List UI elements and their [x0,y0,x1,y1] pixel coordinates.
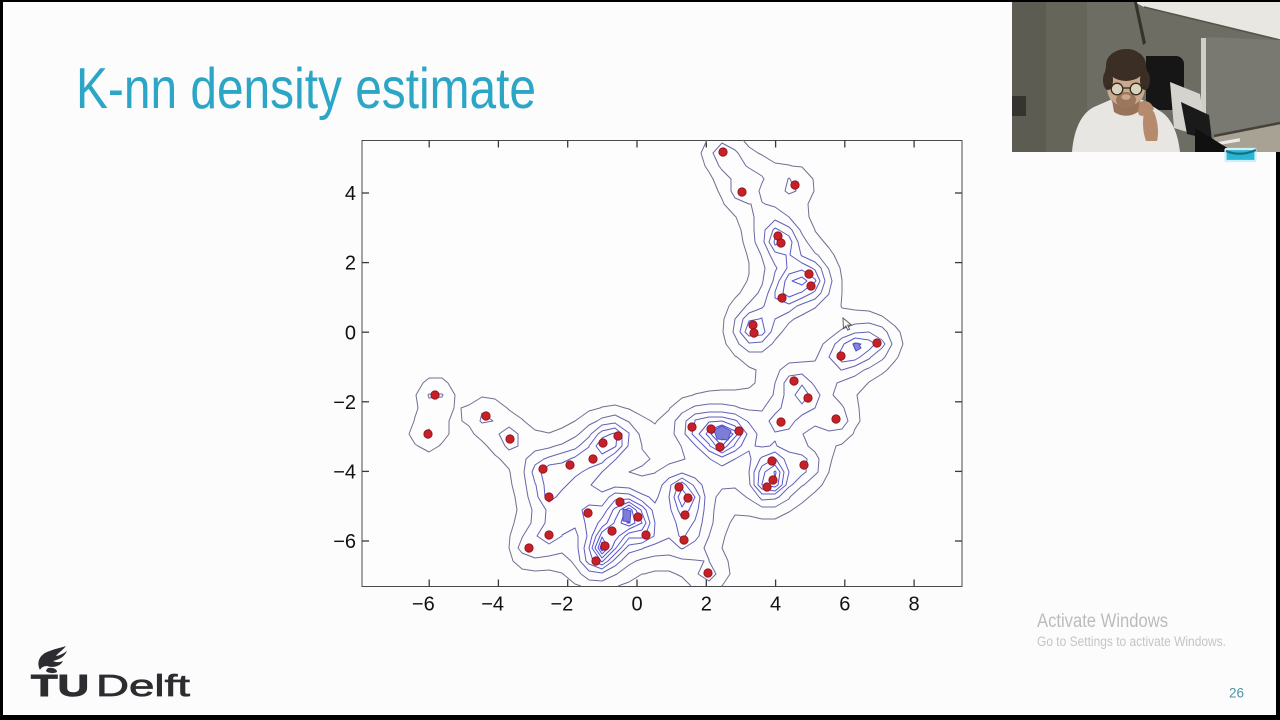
svg-text:Go to Settings to activate Win: Go to Settings to activate Windows. [1037,634,1226,649]
svg-text:8: 8 [909,594,920,616]
svg-text:2: 2 [345,253,356,275]
svg-text:Activate Windows: Activate Windows [1037,611,1168,632]
svg-text:−4: −4 [481,594,504,616]
svg-text:4: 4 [770,594,781,616]
svg-text:0: 0 [345,322,356,344]
svg-text:−6: −6 [333,531,356,553]
svg-text:−2: −2 [550,594,573,616]
svg-text:2: 2 [701,594,712,616]
svg-text:6: 6 [839,594,850,616]
svg-text:0: 0 [631,594,642,616]
svg-text:−6: −6 [412,594,435,616]
svg-text:K-nn density estimate: K-nn density estimate [76,57,536,121]
svg-text:26: 26 [1229,685,1244,700]
svg-text:−4: −4 [333,462,356,484]
svg-text:4: 4 [345,183,356,205]
svg-text:TU: TU [31,669,89,703]
svg-text:Delft: Delft [96,669,191,703]
svg-text:−2: −2 [333,392,356,414]
